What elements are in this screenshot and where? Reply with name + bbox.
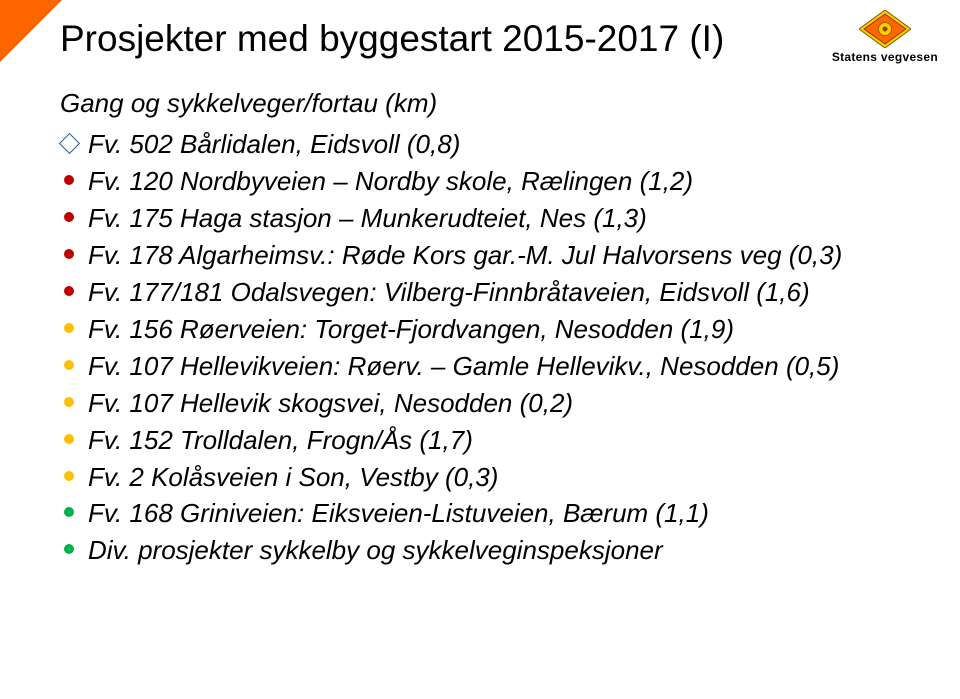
list-item-text: Fv. 156 Røerveien: Torget-Fjordvangen, N…	[88, 311, 920, 348]
list-item-text: Fv. 178 Algarheimsv.: Røde Kors gar.-M. …	[88, 237, 920, 274]
list-item: Fv. 152 Trolldalen, Frogn/Ås (1,7)	[60, 422, 920, 459]
dot-icon	[64, 471, 74, 481]
list-item-text: Fv. 107 Hellevik skogsvei, Nesodden (0,2…	[88, 385, 920, 422]
list-item-text: Fv. 175 Haga stasjon – Munkerudteiet, Ne…	[88, 200, 920, 237]
logo-area: Statens vegvesen	[832, 10, 938, 64]
list-item: Fv. 168 Griniveien: Eiksveien-Listuveien…	[60, 495, 920, 532]
dot-icon	[64, 323, 74, 333]
list-item-text: Fv. 152 Trolldalen, Frogn/Ås (1,7)	[88, 422, 920, 459]
list-item-text: Fv. 177/181 Odalsvegen: Vilberg-Finnbråt…	[88, 274, 920, 311]
dot-icon	[64, 397, 74, 407]
list-item: Fv. 120 Nordbyveien – Nordby skole, Ræli…	[60, 163, 920, 200]
diamond-icon	[59, 133, 80, 154]
logo-label: Statens vegvesen	[832, 50, 938, 64]
vegvesen-logo-icon	[859, 10, 911, 48]
list-item-text: Fv. 107 Hellevikveien: Røerv. – Gamle He…	[88, 348, 920, 385]
list-item: Fv. 502 Bårlidalen, Eidsvoll (0,8)	[60, 126, 920, 163]
dot-bullet-icon	[60, 422, 88, 444]
dot-icon	[64, 544, 74, 554]
list-item-text: Fv. 120 Nordbyveien – Nordby skole, Ræli…	[88, 163, 920, 200]
dot-icon	[64, 286, 74, 296]
dot-bullet-icon	[60, 385, 88, 407]
dot-icon	[64, 434, 74, 444]
list-item: Fv. 2 Kolåsveien i Son, Vestby (0,3)	[60, 459, 920, 496]
corner-triangle	[0, 0, 62, 62]
dot-icon	[64, 249, 74, 259]
dot-bullet-icon	[60, 163, 88, 185]
dot-bullet-icon	[60, 495, 88, 517]
list-item: Fv. 156 Røerveien: Torget-Fjordvangen, N…	[60, 311, 920, 348]
list-item: Div. prosjekter sykkelby og sykkelvegins…	[60, 532, 920, 569]
list-item-text: Fv. 168 Griniveien: Eiksveien-Listuveien…	[88, 495, 920, 532]
list-item: Fv. 178 Algarheimsv.: Røde Kors gar.-M. …	[60, 237, 920, 274]
dot-icon	[64, 175, 74, 185]
list-item-text: Fv. 2 Kolåsveien i Son, Vestby (0,3)	[88, 459, 920, 496]
dot-bullet-icon	[60, 200, 88, 222]
list-item: Fv. 175 Haga stasjon – Munkerudteiet, Ne…	[60, 200, 920, 237]
dot-bullet-icon	[60, 274, 88, 296]
list-item: Fv. 107 Hellevikveien: Røerv. – Gamle He…	[60, 348, 920, 385]
dot-icon	[64, 507, 74, 517]
dot-bullet-icon	[60, 311, 88, 333]
diamond-bullet-icon	[60, 126, 88, 151]
slide: Statens vegvesen Prosjekter med byggesta…	[0, 0, 960, 699]
dot-bullet-icon	[60, 348, 88, 370]
list-item: Fv. 177/181 Odalsvegen: Vilberg-Finnbråt…	[60, 274, 920, 311]
item-list: Fv. 502 Bårlidalen, Eidsvoll (0,8)Fv. 12…	[60, 126, 920, 569]
dot-bullet-icon	[60, 532, 88, 554]
dot-icon	[64, 360, 74, 370]
dot-icon	[64, 212, 74, 222]
page-title: Prosjekter med byggestart 2015-2017 (I)	[60, 18, 920, 61]
list-item-text: Div. prosjekter sykkelby og sykkelvegins…	[88, 532, 920, 569]
dot-bullet-icon	[60, 459, 88, 481]
dot-bullet-icon	[60, 237, 88, 259]
subtitle: Gang og sykkelveger/fortau (km)	[60, 87, 920, 121]
list-item-text: Fv. 502 Bårlidalen, Eidsvoll (0,8)	[88, 126, 920, 163]
list-item: Fv. 107 Hellevik skogsvei, Nesodden (0,2…	[60, 385, 920, 422]
